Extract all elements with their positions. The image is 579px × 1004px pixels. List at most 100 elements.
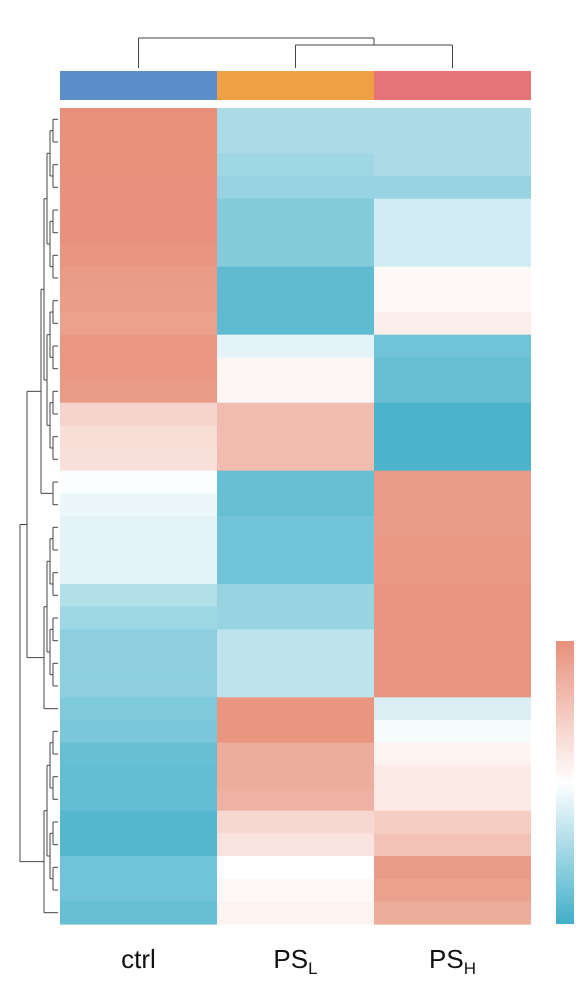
heatmap-cell: [374, 765, 531, 789]
heatmap-cell: [217, 221, 374, 245]
heatmap-cell: [374, 289, 531, 313]
heatmap-cell: [60, 765, 217, 789]
heatmap-cell: [60, 402, 217, 426]
heatmap-cell: [217, 266, 374, 290]
heatmap-cell: [374, 493, 531, 517]
heatmap-cell: [374, 720, 531, 744]
heatmap-cell: [374, 198, 531, 222]
heatmap-cell: [217, 765, 374, 789]
heatmap-cell: [60, 357, 217, 381]
heatmap-cell: [374, 788, 531, 812]
heatmap-cell: [217, 697, 374, 721]
heatmap-cell: [217, 652, 374, 676]
heatmap-cell: [217, 108, 374, 132]
heatmap-cell: [374, 629, 531, 653]
heatmap-cell: [60, 130, 217, 154]
heatmap-cell: [217, 448, 374, 472]
heatmap-cell: [60, 742, 217, 766]
group-bar-ctrl: [60, 71, 217, 100]
heatmap-cell: [217, 357, 374, 381]
heatmap-cell: [217, 425, 374, 449]
heatmap-cell: [374, 312, 531, 336]
heatmap-cell: [374, 108, 531, 132]
heatmap-cell: [60, 448, 217, 472]
heatmap-cell: [217, 130, 374, 154]
heatmap-cell: [217, 516, 374, 540]
group-bar-psh: [374, 71, 531, 100]
heatmap-cell: [60, 266, 217, 290]
heatmap-cell: [217, 493, 374, 517]
heatmap-cell: [374, 448, 531, 472]
heatmap-cell: [374, 470, 531, 494]
heatmap-cell: [374, 538, 531, 562]
heatmap-cell: [374, 652, 531, 676]
heatmap-cell: [217, 470, 374, 494]
heatmap-cell: [374, 901, 531, 925]
heatmap-cell: [60, 244, 217, 268]
heatmap-cell: [374, 697, 531, 721]
group-bar-psl: [217, 71, 374, 100]
heatmap-cell: [374, 584, 531, 608]
heatmap-cell: [60, 629, 217, 653]
heatmap-cell: [217, 380, 374, 404]
heatmap-cell: [374, 606, 531, 630]
heatmap-cell: [374, 153, 531, 177]
heatmap-cell: [374, 266, 531, 290]
heatmap-cell: [374, 833, 531, 857]
heatmap-cell: [60, 674, 217, 698]
heatmap-cell: [217, 606, 374, 630]
heatmap-cell: [60, 561, 217, 585]
heatmap-cell: [60, 312, 217, 336]
heatmap-cell: [217, 856, 374, 880]
heatmap-cell: [60, 788, 217, 812]
column-label-ctrl: ctrl: [121, 944, 156, 974]
heatmap-cell: [60, 425, 217, 449]
heatmap-cell: [60, 221, 217, 245]
heatmap-cell: [374, 674, 531, 698]
heatmap-cell: [60, 108, 217, 132]
heatmap-cell: [217, 720, 374, 744]
heatmap-cell: [217, 176, 374, 200]
column-group-bar: [60, 71, 531, 100]
heatmap-cell: [60, 878, 217, 902]
heatmap-cell: [374, 810, 531, 834]
heatmap-cell: [374, 357, 531, 381]
heatmap-cell: [60, 652, 217, 676]
heatmap-cell: [374, 878, 531, 902]
heatmap-cell: [60, 697, 217, 721]
heatmap-cell: [217, 289, 374, 313]
heatmap-cell: [60, 833, 217, 857]
heatmap-cell: [217, 538, 374, 562]
heatmap-cell: [60, 493, 217, 517]
heatmap-cell: [374, 425, 531, 449]
heatmap-cell: [217, 878, 374, 902]
heatmap-cell: [374, 380, 531, 404]
heatmap-cell: [217, 334, 374, 358]
color-scale-bar: [556, 641, 574, 924]
heatmap-cell: [217, 153, 374, 177]
heatmap-cell: [60, 606, 217, 630]
heatmap-cell: [217, 561, 374, 585]
heatmap-cell: [60, 538, 217, 562]
heatmap-cell: [217, 312, 374, 336]
heatmap-cell: [217, 629, 374, 653]
column-label-psl: PSL: [273, 944, 318, 978]
heatmap-cell: [60, 856, 217, 880]
heatmap-cell: [60, 584, 217, 608]
heatmap-cell: [217, 810, 374, 834]
heatmap-cell: [374, 856, 531, 880]
heatmap-cell: [60, 334, 217, 358]
heatmap-cell: [60, 153, 217, 177]
heatmap-cell: [374, 221, 531, 245]
column-label-psh: PSH: [429, 944, 476, 978]
heatmap-cell: [374, 402, 531, 426]
heatmap-cell: [374, 130, 531, 154]
heatmap-cell: [60, 176, 217, 200]
heatmap-cell: [217, 584, 374, 608]
row-dendrogram: [19, 118, 58, 914]
heatmap-cell: [60, 289, 217, 313]
heatmap-cell: [60, 720, 217, 744]
heatmap-cell: [374, 561, 531, 585]
heatmap-cell: [60, 380, 217, 404]
